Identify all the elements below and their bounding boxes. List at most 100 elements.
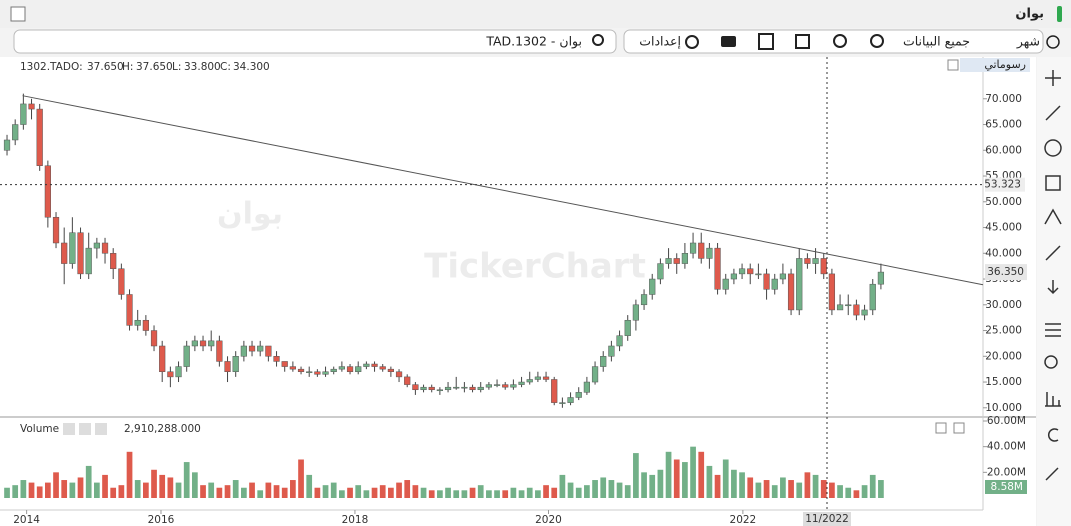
volume-bar [763, 480, 770, 498]
settings-icon[interactable] [685, 35, 699, 49]
crosshair-x-label: 11/2022 [805, 513, 849, 525]
candle-body [714, 247, 721, 290]
candle-body [101, 242, 109, 254]
search-box[interactable] [13, 29, 617, 54]
candle-body [289, 366, 296, 370]
list-tool[interactable] [1045, 323, 1061, 337]
x-tick-label: 2022 [730, 514, 757, 526]
candle-body [69, 232, 76, 264]
volume-bar [437, 490, 443, 498]
volume-bar [404, 480, 411, 498]
candle-body [61, 242, 68, 264]
channel-tool[interactable] [1045, 245, 1061, 261]
volume-bar [232, 480, 239, 498]
candle-body [771, 278, 778, 290]
volume-bar [453, 490, 460, 498]
volume-bar [624, 485, 631, 498]
volume-bar [36, 486, 43, 498]
watermark-name: بوان [217, 197, 283, 232]
volume-bar [363, 490, 370, 498]
volume-bar [820, 480, 827, 498]
candle-body [281, 361, 288, 367]
candle-body [52, 216, 60, 244]
gear-button[interactable] [79, 423, 91, 435]
candle-body [3, 139, 11, 151]
candle-body [706, 247, 713, 259]
candle-body [118, 268, 125, 295]
candle-body [306, 371, 313, 373]
candle-body [632, 304, 640, 321]
clear-tool[interactable] [1048, 428, 1059, 442]
drawings-label[interactable]: رسوماتي [984, 58, 1026, 71]
indicator-icon[interactable] [758, 33, 774, 50]
clock-icon[interactable] [1046, 35, 1060, 49]
panel-button[interactable] [947, 59, 959, 71]
symbol: 1302.TAD [20, 61, 71, 73]
y-tick-label: 70.000 [985, 93, 1022, 105]
alert-icon[interactable] [833, 34, 847, 48]
open-label: O: [71, 61, 83, 73]
candle-body [747, 268, 754, 275]
candle-body [755, 273, 762, 276]
camera-icon[interactable] [721, 36, 736, 47]
all-data-button[interactable]: جميع البيانات [903, 34, 970, 49]
candle-body [534, 376, 541, 380]
volume-bar [371, 487, 378, 498]
candle-body [420, 386, 427, 391]
volume-bar [682, 462, 688, 498]
search-icon[interactable] [592, 34, 604, 46]
window-box[interactable] [10, 6, 26, 22]
zoom-tool[interactable] [1044, 355, 1058, 369]
volume-bar [633, 453, 639, 498]
volume-bar [739, 472, 745, 498]
circle-tool[interactable] [1044, 139, 1062, 157]
drawings-tab[interactable] [960, 58, 1030, 72]
pen-tool[interactable] [1045, 467, 1059, 481]
last-volume-label: 8.58M [991, 481, 1023, 493]
candle-body [395, 371, 403, 378]
volume-bar [486, 490, 492, 498]
volume-bar [494, 490, 500, 498]
fib-tool[interactable] [1045, 175, 1061, 191]
candle-body [387, 368, 394, 372]
candle-body [297, 368, 305, 372]
candle-body [461, 386, 468, 389]
candle-body [689, 242, 697, 254]
volume-bar [845, 487, 852, 498]
volume-bar [559, 474, 566, 498]
y-tick-label: 50.000 [985, 196, 1022, 208]
close-button[interactable] [95, 423, 107, 435]
chart-type-icon[interactable] [870, 34, 884, 48]
volume-bar [85, 465, 92, 498]
panel-button[interactable] [935, 422, 947, 434]
candle-body [542, 376, 550, 380]
legend: 1302.TAD O: 37.650 H: 37.650 L: 33.800 C… [20, 61, 270, 435]
candle-body [77, 232, 84, 275]
candle-body [28, 103, 35, 110]
candle-body [355, 366, 362, 372]
volume-bar [706, 465, 713, 498]
pattern-tool[interactable] [1044, 208, 1062, 225]
volume-bar [420, 487, 427, 498]
last-price-box [985, 264, 1027, 281]
period-button[interactable]: شهر [1016, 34, 1040, 50]
volume-bar [339, 490, 345, 498]
volume-tool[interactable] [1045, 392, 1061, 407]
candle-body [36, 108, 43, 166]
volume-bar [731, 469, 737, 498]
arrow-tool[interactable] [1047, 280, 1059, 295]
bars-icon[interactable] [795, 34, 810, 49]
line-tool[interactable] [1045, 105, 1061, 121]
volume-bar [249, 482, 255, 498]
volume-bar [592, 480, 598, 498]
volume-bar [388, 487, 394, 498]
panel-button[interactable] [953, 422, 965, 434]
volume-title: Volume [20, 423, 59, 435]
volume-bar [192, 472, 198, 498]
volume-bar [151, 469, 157, 498]
crosshair-tool[interactable] [1045, 70, 1061, 86]
volume-bar [567, 482, 574, 498]
y-tick-label: 45.000 [985, 222, 1022, 234]
eye-button[interactable] [63, 423, 75, 435]
settings-button[interactable]: إعدادات [639, 34, 681, 49]
